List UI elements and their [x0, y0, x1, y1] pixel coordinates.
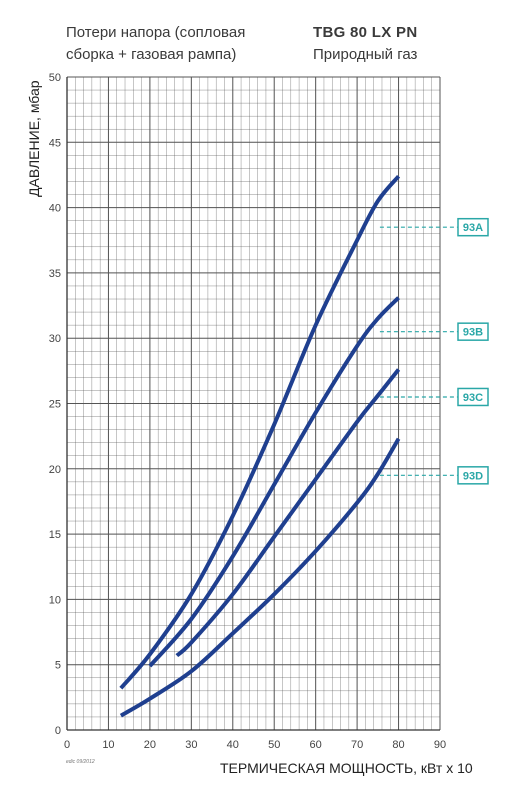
title-line-1: Потери напора (сопловая — [66, 24, 246, 41]
chart-subtitle: Потери напора (сопловая сборка + газовая… — [66, 22, 245, 66]
x-tick-label: 40 — [227, 739, 239, 751]
x-tick-label: 60 — [310, 739, 322, 751]
y-tick-label: 0 — [55, 725, 61, 737]
y-tick-labels: 0 5 10 15 20 25 30 35 40 45 50 — [49, 72, 61, 737]
y-tick-label: 15 — [49, 529, 61, 541]
tag-label-93a: 93A — [463, 222, 483, 234]
x-tick-label: 10 — [102, 739, 114, 751]
x-tick-label: 20 — [144, 739, 156, 751]
curve-93a — [119, 174, 401, 690]
tag-box-93c — [457, 387, 489, 407]
footnote: edic 09/2012 — [66, 759, 95, 765]
y-tick-label: 35 — [49, 268, 61, 280]
y-tick-label: 50 — [49, 72, 61, 84]
y-axis-label: ДАВЛЕНИЕ, мбар — [26, 80, 42, 197]
y-tick-label: 40 — [49, 203, 61, 215]
curve-93c — [175, 368, 401, 658]
title-line-2: сборка + газовая рампа) — [66, 46, 237, 63]
curve-93b — [148, 296, 400, 668]
model-name: TBG 80 LX PN — [313, 24, 418, 41]
y-tick-label: 45 — [49, 137, 61, 149]
tag-box-93b — [457, 322, 489, 341]
x-tick-label: 0 — [64, 739, 70, 751]
x-axis-label: ТЕРМИЧЕСКАЯ МОЩНОСТЬ, кВт x 10 — [220, 760, 473, 776]
y-tick-label: 30 — [49, 333, 61, 345]
chart-title: TBG 80 LX PN Природный газ — [313, 22, 417, 66]
curve-93d — [119, 437, 401, 718]
y-tick-label: 10 — [49, 594, 61, 606]
tag-box-93a — [457, 217, 489, 237]
x-tick-label: 80 — [392, 739, 404, 751]
x-tick-label: 50 — [268, 739, 280, 751]
gas-type: Природный газ — [313, 46, 418, 63]
tag-label-93d: 93D — [463, 470, 483, 482]
y-tick-label: 20 — [49, 464, 61, 476]
x-tick-label: 70 — [351, 739, 363, 751]
tag-label-93b: 93B — [463, 327, 483, 339]
y-tick-label: 25 — [49, 399, 61, 411]
x-tick-label: 30 — [185, 739, 197, 751]
x-tick-labels: 0 10 20 30 40 50 60 70 80 90 — [64, 739, 446, 751]
tag-label-93c: 93C — [463, 392, 483, 404]
tag-box-93d — [457, 466, 489, 485]
x-tick-label: 90 — [434, 739, 446, 751]
major-grid — [66, 76, 441, 731]
curves — [119, 174, 401, 718]
y-tick-label: 5 — [55, 660, 61, 672]
series-tags: 93A 93B 93C 93D — [379, 217, 489, 485]
